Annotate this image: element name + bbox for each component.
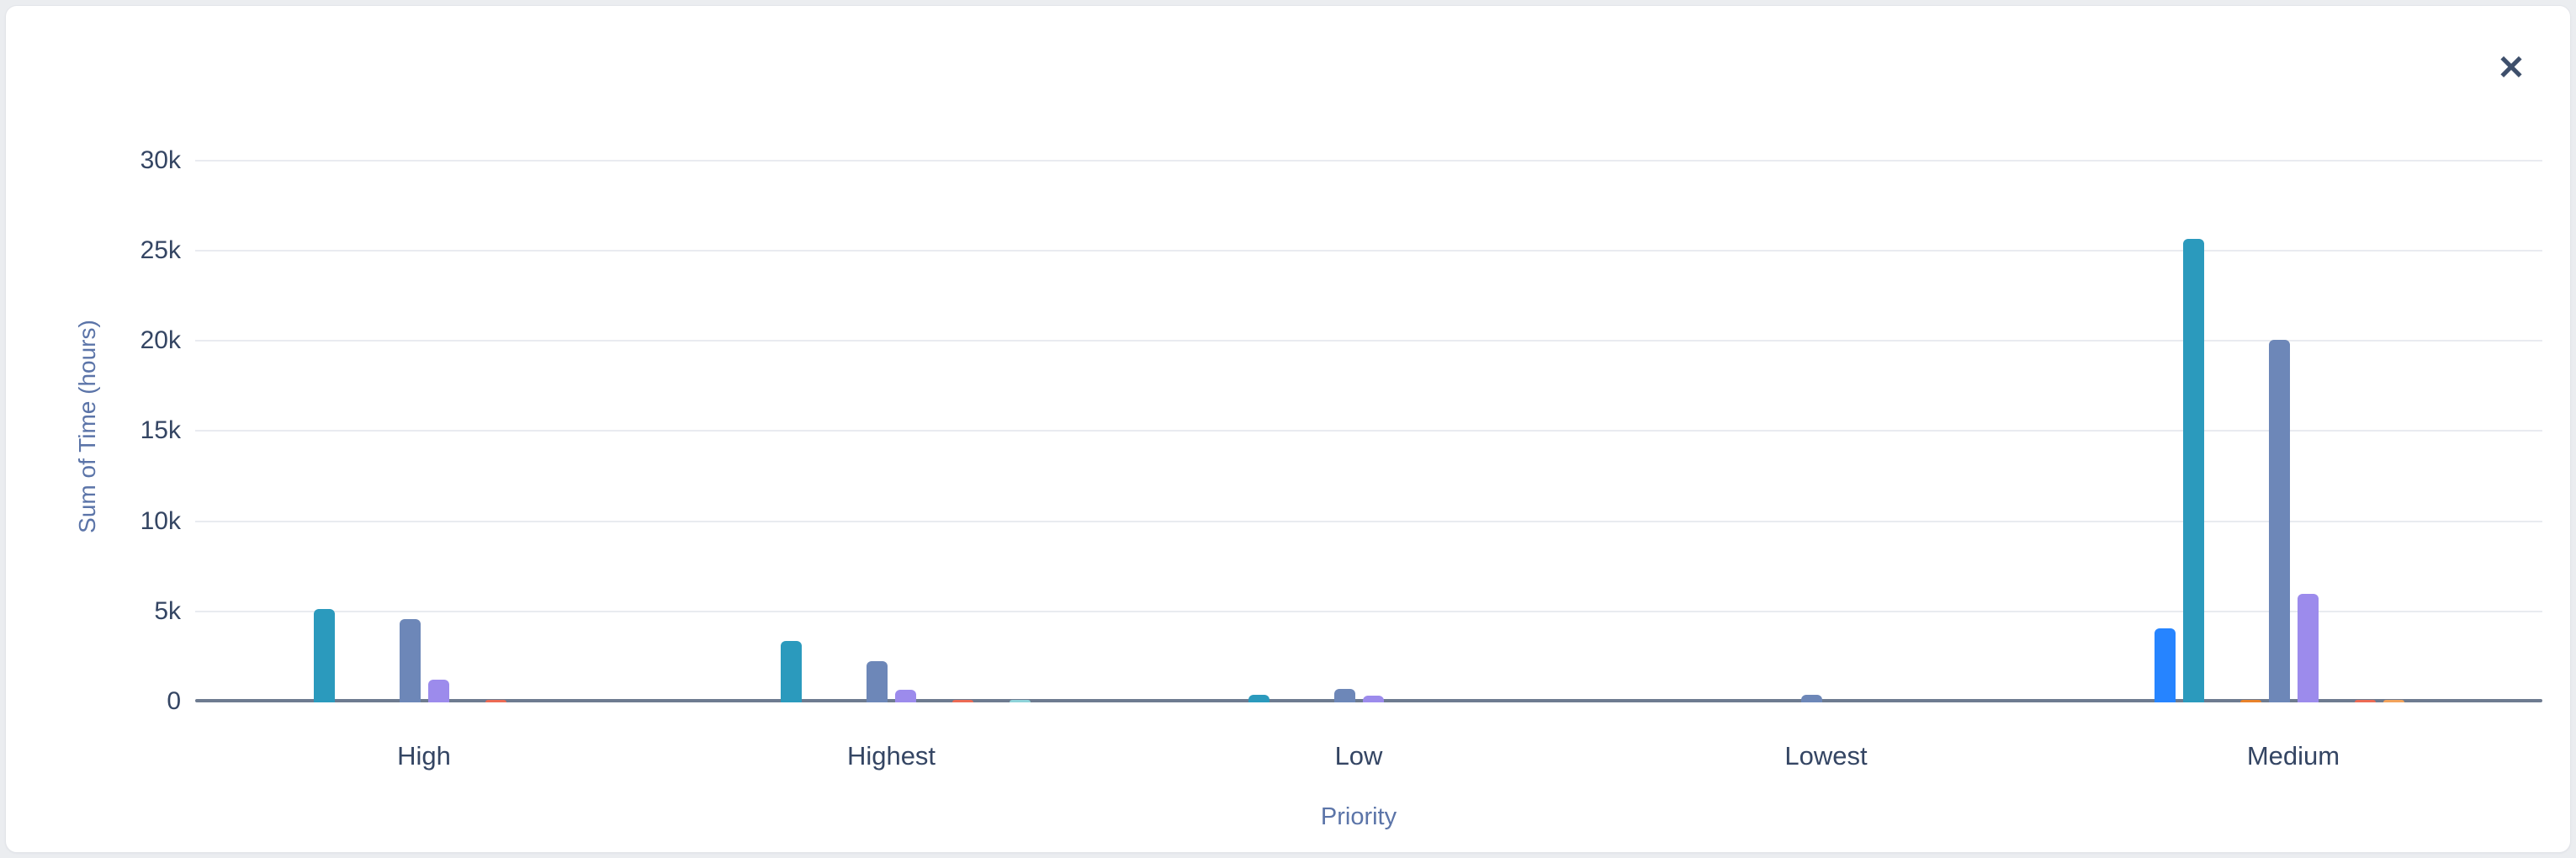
y-tick-label-5k: 5k <box>154 596 181 625</box>
bar-cyan-highest[interactable] <box>1010 700 1031 702</box>
gridline-10k <box>195 520 2542 522</box>
close-button[interactable]: ✕ <box>2484 41 2538 95</box>
close-icon: ✕ <box>2497 50 2526 87</box>
bar-teal-high[interactable] <box>313 608 335 702</box>
y-tick-label-25k: 25k <box>140 236 181 264</box>
y-tick-label-0: 0 <box>167 687 181 715</box>
bar-chart: Sum of Time (hours) Priority 0 5k 10k 15k 20… <box>6 6 2570 852</box>
x-category-label-low: Low <box>1334 741 1383 771</box>
bar-teal-low[interactable] <box>1248 694 1269 702</box>
gridline-25k <box>195 250 2542 252</box>
gridline-20k <box>195 340 2542 342</box>
x-category-label-high: High <box>397 741 451 771</box>
bar-slate-blue-low[interactable] <box>1333 688 1355 702</box>
bar-amber-medium[interactable] <box>2383 699 2404 702</box>
bar-teal-medium[interactable] <box>2182 238 2204 702</box>
gridline-30k <box>195 159 2542 162</box>
bar-blue-medium[interactable] <box>2154 628 2176 702</box>
x-axis-title: Priority <box>1320 803 1397 830</box>
y-tick-label-30k: 30k <box>140 146 181 174</box>
y-tick-label-10k: 10k <box>140 506 181 535</box>
x-category-label-lowest: Lowest <box>1784 741 1868 771</box>
bar-slate-blue-lowest[interactable] <box>1801 694 1822 702</box>
bar-slate-blue-high[interactable] <box>399 619 421 702</box>
plot-area: 0 5k 10k 15k 20k 25k 30k High Highest Low Lowest Me… <box>6 6 2570 852</box>
bar-purple-highest[interactable] <box>895 689 916 702</box>
bar-purple-low[interactable] <box>1362 695 1384 702</box>
y-tick-label-20k: 20k <box>140 326 181 355</box>
x-category-label-medium: Medium <box>2246 741 2340 771</box>
gridline-15k <box>195 430 2542 432</box>
bar-teal-highest[interactable] <box>781 641 802 702</box>
bar-slate-blue-medium[interactable] <box>2268 340 2290 702</box>
bar-slate-blue-highest[interactable] <box>867 660 888 702</box>
gridline-5k <box>195 610 2542 612</box>
bar-purple-high[interactable] <box>427 680 449 702</box>
bar-red-highest[interactable] <box>952 700 973 702</box>
bar-purple-medium[interactable] <box>2297 594 2319 702</box>
bar-red-medium[interactable] <box>2354 699 2376 702</box>
chart-card: ✕ Sum of Time (hours) Priority 0 5k 10k 15k… <box>5 5 2571 853</box>
bar-orange-medium[interactable] <box>2239 699 2261 702</box>
x-category-label-highest: Highest <box>846 741 936 771</box>
bar-red-high[interactable] <box>485 700 506 702</box>
y-tick-label-15k: 15k <box>140 416 181 445</box>
